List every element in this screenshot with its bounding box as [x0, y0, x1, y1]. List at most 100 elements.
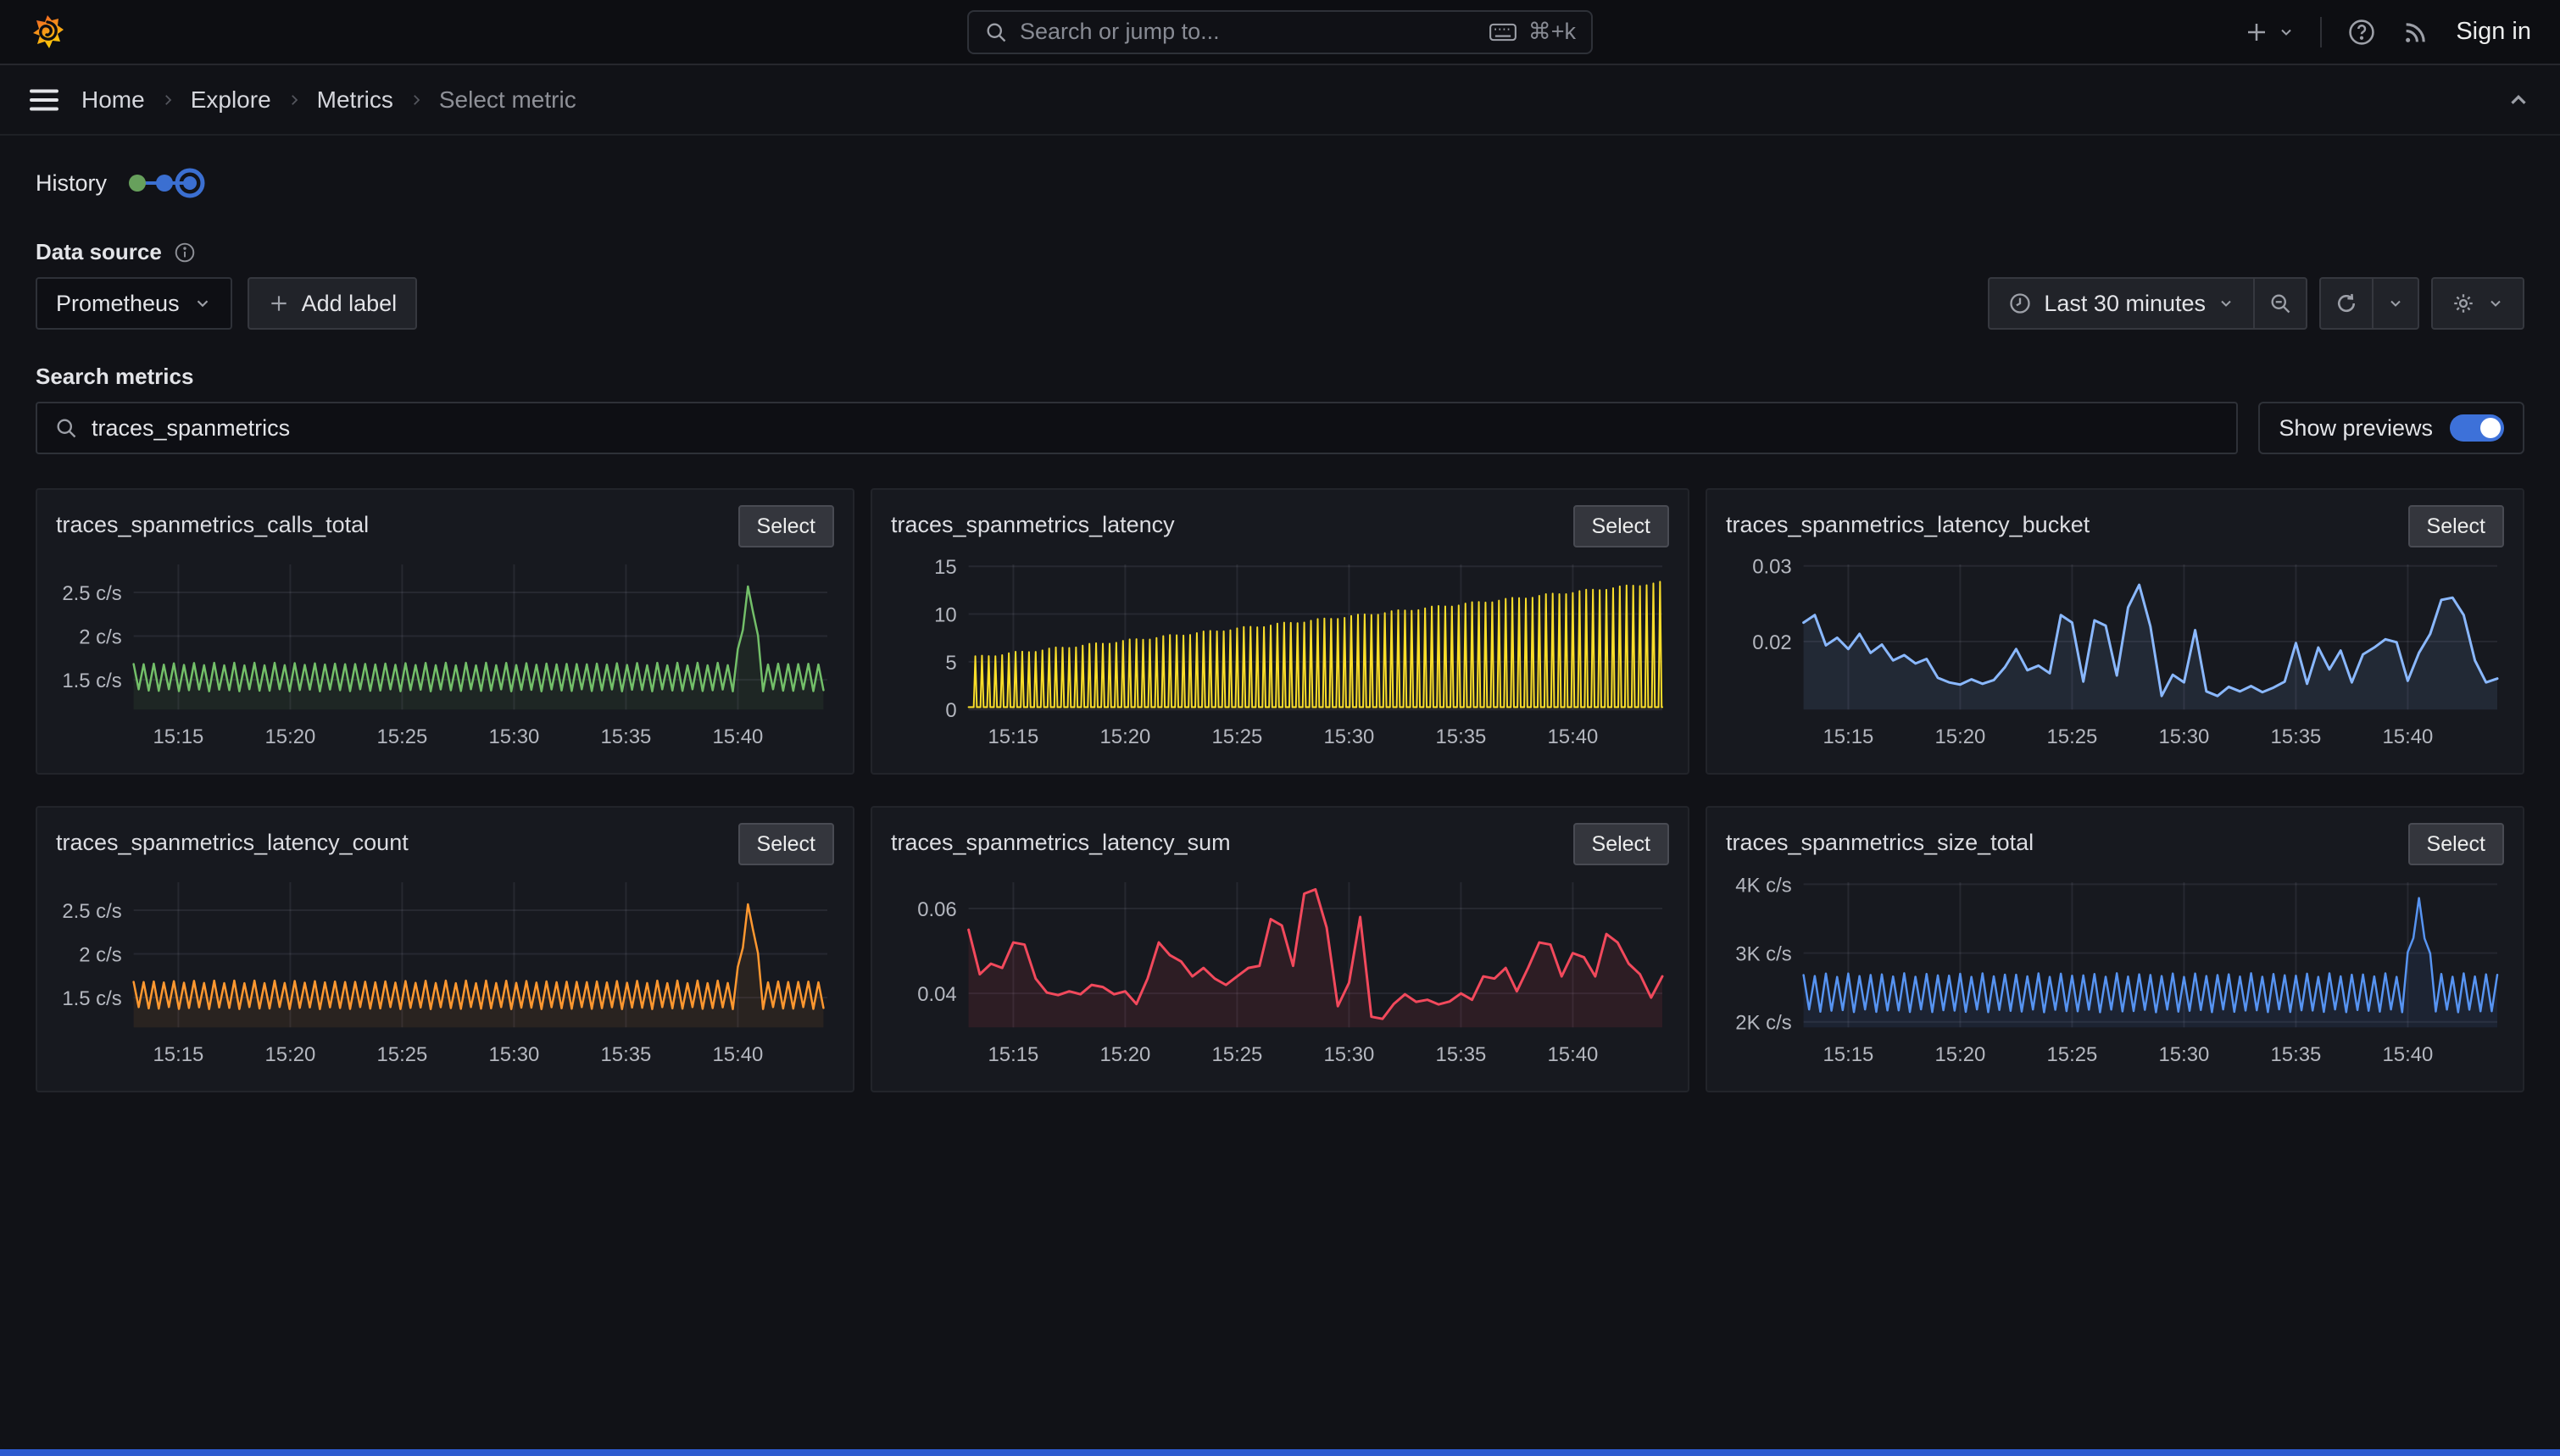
global-search-bar[interactable]: Search or jump to... ⌘+k: [967, 9, 1593, 54]
metric-preview-chart: 15:15 15:20 15:25 15:30 15:35 15:40 1.5 c/s 2 c…: [62, 881, 828, 1066]
svg-text:3K c/s: 3K c/s: [1735, 943, 1791, 966]
select-metric-button[interactable]: Select: [1572, 505, 1669, 547]
explore-metrics-content: History Data source Prometheus: [0, 164, 2560, 1092]
breadcrumb-home[interactable]: Home: [81, 86, 145, 113]
datasource-label: Data source: [36, 239, 162, 264]
metric-panel: traces_spanmetrics_latency_count Select …: [36, 806, 854, 1092]
svg-text:15:35: 15:35: [1436, 1043, 1487, 1066]
show-previews-toggle[interactable]: [2450, 414, 2504, 442]
time-picker-group: Last 30 minutes: [1988, 277, 2307, 330]
refresh-icon: [2335, 292, 2358, 315]
svg-text:15:40: 15:40: [713, 1043, 764, 1066]
svg-text:15:35: 15:35: [2271, 725, 2322, 748]
show-previews-control: Show previews: [2258, 402, 2524, 454]
metric-preview-chart: 15:15 15:20 15:25 15:30 15:35 15:40 0.04 0.06: [917, 881, 1664, 1066]
svg-text:15:30: 15:30: [489, 725, 540, 748]
select-metric-button[interactable]: Select: [2407, 505, 2504, 547]
refresh-button[interactable]: [2319, 277, 2372, 330]
svg-text:2K c/s: 2K c/s: [1735, 1012, 1791, 1035]
chevron-right-icon: [160, 92, 175, 108]
refresh-interval-button[interactable]: [2372, 277, 2419, 330]
new-menu-button[interactable]: [2244, 19, 2295, 45]
svg-text:15:20: 15:20: [265, 725, 316, 748]
breadcrumb-metrics[interactable]: Metrics: [316, 86, 393, 113]
toggle-knob: [2480, 418, 2501, 438]
svg-text:4K c/s: 4K c/s: [1735, 875, 1791, 897]
breadcrumb-current: Select metric: [438, 86, 576, 113]
history-row: History: [36, 164, 2524, 202]
chevron-down-icon: [2278, 24, 2295, 41]
help-icon[interactable]: [2347, 18, 2376, 47]
svg-text:0.04: 0.04: [917, 983, 956, 1006]
metric-preview-chart: 15:15 15:20 15:25 15:30 15:35 15:40 0.02 0.03: [1752, 558, 2499, 748]
metric-panel: traces_spanmetrics_size_total Select 15:…: [1706, 806, 2524, 1092]
svg-text:2 c/s: 2 c/s: [79, 944, 121, 967]
select-metric-button[interactable]: Select: [737, 823, 834, 865]
add-label-text: Add label: [301, 290, 398, 316]
svg-text:15:25: 15:25: [377, 1043, 428, 1066]
metric-name: traces_spanmetrics_latency: [891, 512, 1175, 537]
svg-text:15:40: 15:40: [2383, 725, 2434, 748]
svg-text:2.5 c/s: 2.5 c/s: [62, 582, 121, 605]
svg-text:15:35: 15:35: [601, 1043, 652, 1066]
metric-name: traces_spanmetrics_latency_count: [56, 830, 409, 855]
zoom-out-time-button[interactable]: [2253, 277, 2307, 330]
svg-text:15:30: 15:30: [1324, 725, 1375, 748]
metric-name: traces_spanmetrics_latency_bucket: [1726, 512, 2090, 537]
info-icon[interactable]: [174, 242, 196, 264]
svg-text:15:35: 15:35: [601, 725, 652, 748]
topbar-divider: [2320, 16, 2323, 47]
svg-text:15:25: 15:25: [1212, 725, 1263, 748]
svg-text:15:15: 15:15: [988, 1043, 1039, 1066]
select-metric-button[interactable]: Select: [1572, 823, 1669, 865]
svg-text:1.5 c/s: 1.5 c/s: [62, 670, 121, 692]
svg-text:15:40: 15:40: [1548, 1043, 1599, 1066]
datasource-picker[interactable]: Prometheus: [36, 277, 232, 330]
time-range-button[interactable]: Last 30 minutes: [1988, 277, 2253, 330]
metric-name: traces_spanmetrics_latency_sum: [891, 830, 1231, 855]
settings-button[interactable]: [2431, 277, 2524, 330]
menu-toggle-icon[interactable]: [29, 87, 59, 113]
grafana-logo-icon[interactable]: [29, 14, 66, 51]
svg-text:15:20: 15:20: [1935, 725, 1986, 748]
svg-text:15:15: 15:15: [1823, 1043, 1874, 1066]
datasource-value: Prometheus: [56, 290, 180, 316]
select-metric-button[interactable]: Select: [2407, 823, 2504, 865]
svg-text:15:25: 15:25: [1212, 1043, 1263, 1066]
metrics-search-input[interactable]: [92, 414, 2220, 442]
metric-preview-chart: 15:15 15:20 15:25 15:30 15:35 15:40 0 5 10 15: [934, 558, 1664, 748]
metric-panel: traces_spanmetrics_latency_sum Select 15…: [871, 806, 1689, 1092]
metrics-search-box: [36, 402, 2239, 454]
history-steps[interactable]: [125, 164, 210, 202]
svg-text:15:25: 15:25: [377, 725, 428, 748]
svg-text:15:30: 15:30: [2159, 725, 2210, 748]
search-icon: [984, 20, 1008, 44]
select-metric-button[interactable]: Select: [737, 505, 834, 547]
chevron-down-icon: [2487, 295, 2504, 312]
chevron-down-icon: [193, 294, 212, 313]
svg-text:15:30: 15:30: [2159, 1043, 2210, 1066]
metric-name: traces_spanmetrics_calls_total: [56, 512, 370, 537]
add-label-button[interactable]: Add label: [247, 277, 418, 330]
zoom-out-icon: [2268, 292, 2292, 315]
svg-text:15:25: 15:25: [2047, 1043, 2098, 1066]
svg-text:10: 10: [934, 604, 957, 627]
svg-text:2.5 c/s: 2.5 c/s: [62, 900, 121, 923]
svg-text:0: 0: [945, 699, 956, 722]
metric-name: traces_spanmetrics_size_total: [1726, 830, 2034, 855]
bottom-edge: [0, 1449, 2560, 1456]
metric-panel: traces_spanmetrics_latency Select 15:15 1…: [871, 488, 1689, 775]
time-range-label: Last 30 minutes: [2044, 290, 2206, 316]
sign-in-button[interactable]: Sign in: [2456, 18, 2531, 45]
svg-text:15:30: 15:30: [1324, 1043, 1375, 1066]
breadcrumb-explore[interactable]: Explore: [190, 86, 271, 113]
news-rss-icon[interactable]: [2401, 18, 2430, 47]
svg-text:15:20: 15:20: [1935, 1043, 1986, 1066]
search-shortcut: ⌘+k: [1528, 19, 1576, 44]
svg-text:1.5 c/s: 1.5 c/s: [62, 987, 121, 1010]
svg-text:5: 5: [945, 652, 956, 675]
chevron-up-icon[interactable]: [2506, 87, 2531, 113]
history-label: History: [36, 169, 108, 196]
svg-text:15:20: 15:20: [265, 1043, 316, 1066]
svg-text:15:35: 15:35: [1436, 725, 1487, 748]
